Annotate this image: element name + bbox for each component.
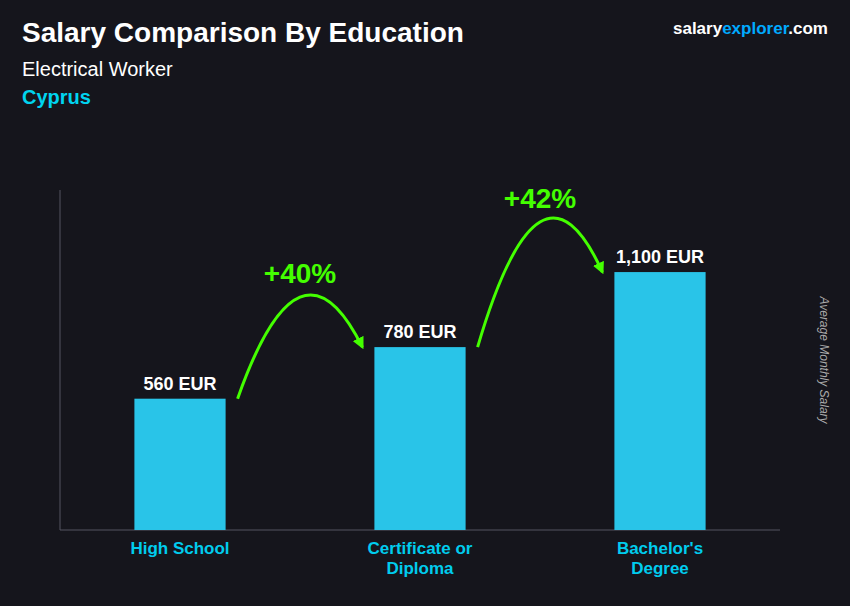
source: salaryexplorer.com <box>673 19 828 38</box>
background <box>0 0 850 606</box>
country: Cyprus <box>22 86 91 108</box>
bar <box>134 399 225 530</box>
y-axis-line <box>60 190 61 530</box>
source-part: salary <box>673 19 723 38</box>
source-part: .com <box>788 19 828 38</box>
source-part: explorer <box>722 19 789 38</box>
bar <box>374 347 465 530</box>
category-label: Certificate orDiploma <box>368 539 473 578</box>
arrows <box>238 218 603 399</box>
percent-label: +40% <box>264 258 336 289</box>
value-label: 1,100 EUR <box>616 247 704 267</box>
bar <box>614 272 705 530</box>
arc-arrow <box>478 218 603 347</box>
arc-arrow <box>238 295 363 399</box>
title: Salary Comparison By Education <box>22 17 464 48</box>
category-label: High School <box>130 539 229 558</box>
value-label: 560 EUR <box>143 374 216 394</box>
chart: Salary Comparison By Education Electrical… <box>0 0 850 606</box>
value-label: 780 EUR <box>383 322 456 342</box>
subtitle: Electrical Worker <box>22 58 173 80</box>
y-axis-label: Average Monthly Salary <box>817 295 831 424</box>
percent-label: +42% <box>504 183 576 214</box>
bars <box>134 272 705 530</box>
category-label: Bachelor'sDegree <box>617 539 703 578</box>
